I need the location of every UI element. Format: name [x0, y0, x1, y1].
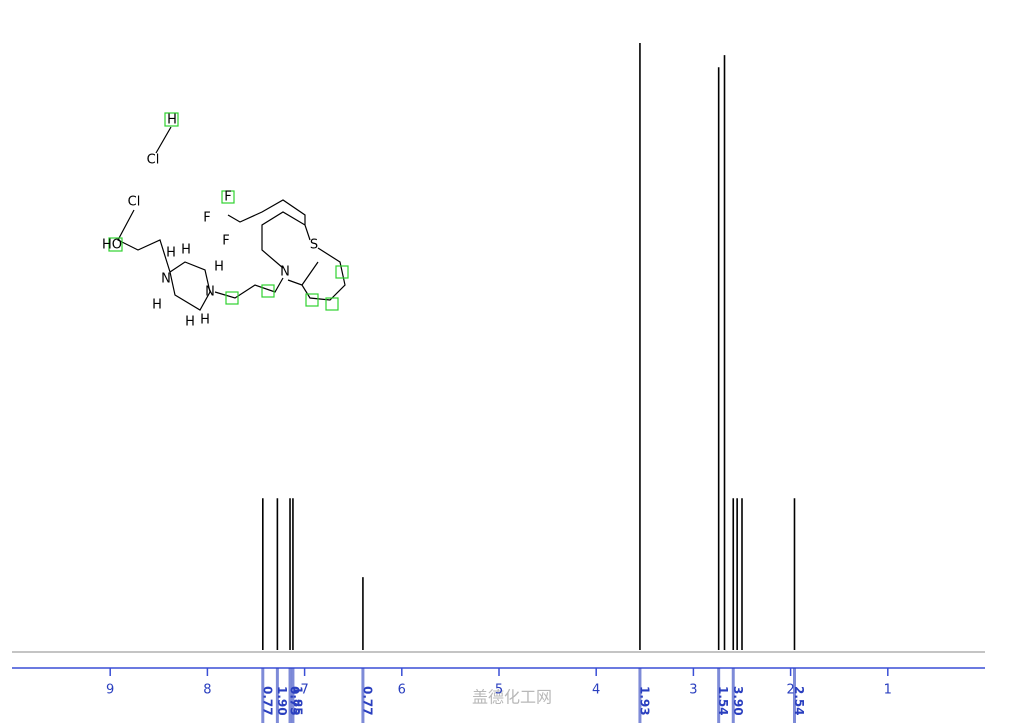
integral-label: 3.90: [731, 686, 745, 716]
integral-label: 0.77: [360, 686, 374, 716]
h-box: [325, 297, 339, 311]
atom-label: H: [214, 260, 224, 275]
atom-label: N: [280, 265, 290, 280]
atom-label: F: [222, 234, 229, 249]
atom-label: H: [166, 246, 176, 261]
x-tick-label: 5: [495, 683, 503, 698]
h-box: [261, 284, 275, 298]
atom-label: H: [185, 315, 195, 330]
integral-label: 2.54: [792, 686, 806, 716]
h-box: [108, 237, 123, 252]
integral-label: 0.77: [260, 686, 274, 716]
atom-label: F: [224, 190, 231, 205]
atom-label: H: [181, 243, 191, 258]
x-tick-label: 9: [106, 683, 114, 698]
atom-label: N: [161, 272, 171, 287]
h-box: [221, 190, 235, 204]
h-box: [305, 293, 319, 307]
atom-label: H: [200, 313, 210, 328]
x-tick-label: 2: [786, 683, 794, 698]
atom-label: HO: [102, 238, 122, 253]
integral-label: 0.75: [288, 686, 302, 716]
atom-label: Cl: [147, 153, 160, 168]
bond: [117, 126, 346, 311]
atom-label: Cl: [128, 195, 141, 210]
atom-label: H: [152, 298, 162, 313]
x-tick-label: 7: [300, 683, 308, 698]
h-box: [164, 112, 179, 127]
integral-label: 1.54: [716, 686, 730, 716]
integral-label: 1.93: [637, 686, 651, 716]
h-box: [335, 265, 349, 279]
h-box: [225, 291, 239, 305]
watermark: 盖德化工网: [472, 688, 552, 707]
x-tick-label: 6: [398, 683, 406, 698]
x-tick-label: 8: [203, 683, 211, 698]
integral-label: 1.90: [275, 686, 289, 716]
molecule: H Cl Cl HO F F F S N N N H H H H H H: [102, 112, 349, 330]
x-tick-label: 1: [884, 683, 892, 698]
x-tick-label: 3: [689, 683, 697, 698]
atom-label: F: [203, 211, 210, 226]
atom-label: N: [205, 285, 215, 300]
atom-label: H: [167, 113, 177, 128]
atom-label: S: [310, 238, 318, 253]
integral-label: 1.85: [290, 686, 304, 716]
x-tick-label: 4: [592, 683, 600, 698]
